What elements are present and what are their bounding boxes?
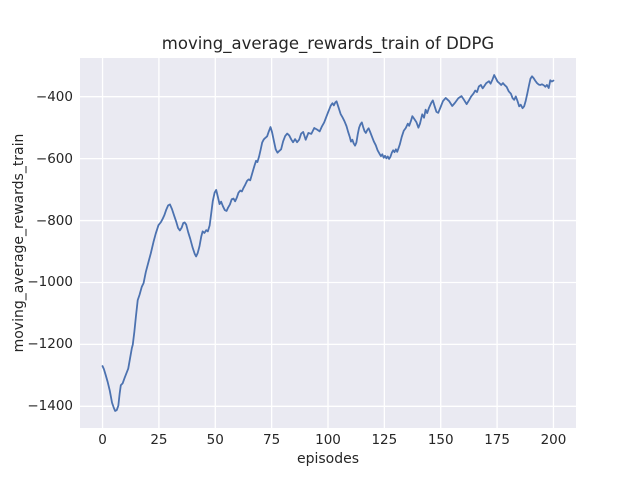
x-tick-label: 150 [427,432,454,448]
x-tick-label: 100 [315,432,341,448]
y-tick-label: −600 [35,150,73,167]
y-tick-label: −1000 [27,274,73,291]
y-tick-label: −400 [35,88,73,105]
x-tick-label: 0 [98,432,107,448]
plot-area [80,58,576,428]
x-tick-label: 175 [484,432,510,448]
x-axis-label: episodes [296,451,360,467]
x-tick-label: 200 [540,432,567,448]
x-tick-label: 75 [263,432,281,448]
y-tick-label: −1200 [27,336,73,353]
y-tick-label: −1400 [27,398,73,415]
chart-canvas [80,58,576,428]
chart-title: moving_average_rewards_train of DDPG [161,34,495,53]
x-tick-label: 125 [371,432,398,448]
y-tick-label: −800 [35,212,73,229]
x-tick-label: 50 [206,432,224,448]
x-tick-label: 25 [150,432,168,448]
ddpg-reward-line [101,74,555,412]
